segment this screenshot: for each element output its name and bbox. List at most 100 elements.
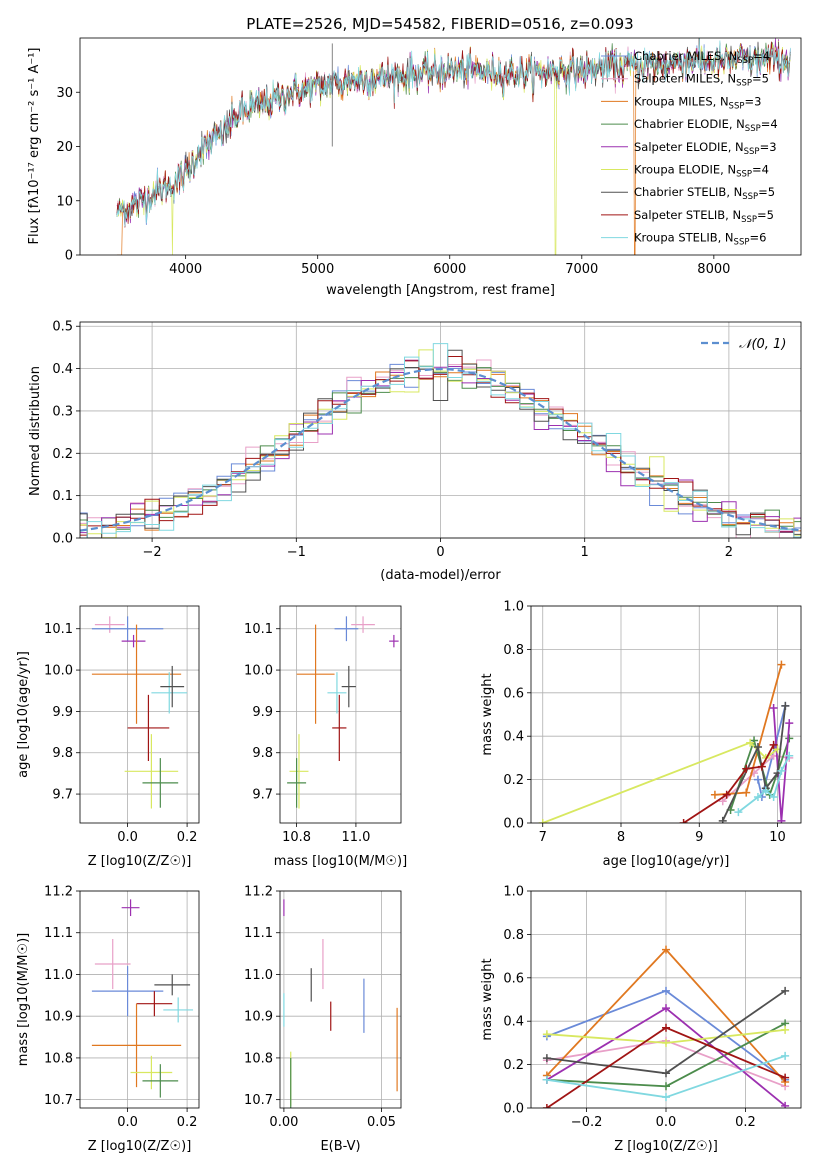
spectrum-panel: 4000 5000 6000 7000 8000 0 10 20 30 wavelength [A…	[27, 37, 802, 298]
weight-vs-age-marker	[785, 719, 794, 728]
mass-vs-z-ytick-label: 11.0	[44, 968, 73, 983]
weight-vs-z-xtick-label: 0.2	[735, 1115, 756, 1130]
residuals-ytick-label: 0.1	[52, 489, 73, 504]
age-vs-z-ylabel: age [log10(age/yr)]	[16, 651, 31, 778]
weight-vs-age-marker	[757, 762, 766, 771]
weight-vs-age-marker	[538, 819, 547, 823]
mass-vs-z-xlabel: Z [log10(Z/Z☉)]	[88, 1139, 192, 1154]
spectrum-ytick-label: 30	[56, 86, 73, 101]
residuals-xlabel: (data-model)/error	[380, 568, 501, 583]
age-vs-mass-ytick-label: 9.7	[252, 788, 273, 803]
mass-vs-z-ytick-label: 11.1	[44, 926, 73, 941]
residuals-ytick-label: 0.0	[52, 532, 73, 547]
mass-vs-ebv-xlabel: E(B-V)	[320, 1139, 360, 1154]
weight-vs-z-marker	[542, 1104, 551, 1108]
weight-vs-age-panel: 7 8 9 10 0.0 0.2 0.4 0.6 0.8 1.0 age [log10(age/yr…	[480, 600, 802, 869]
weight-vs-z-frame	[530, 890, 802, 1109]
age-vs-z-ytick-label: 9.8	[52, 746, 73, 761]
spectrum-xtick-label: 8000	[697, 262, 730, 277]
weight-vs-age-marker	[769, 792, 778, 801]
mass-vs-ebv-ytick-label: 11.0	[244, 968, 273, 983]
legend-label: Salpeter STELIB, NSSP=5	[634, 208, 774, 225]
weight-vs-z-marker	[662, 1038, 670, 1047]
age-vs-z-ytick-label: 9.9	[52, 705, 73, 720]
legend-label: Kroupa STELIB, NSSP=6	[634, 231, 766, 248]
weight-vs-age-marker	[785, 734, 794, 743]
legend-label: 𝒩(0, 1)	[739, 337, 786, 352]
residuals-ytick-label: 0.5	[52, 320, 73, 335]
weight-vs-age-marker	[753, 775, 762, 784]
age-vs-z-ytick-label: 10.1	[44, 622, 73, 637]
residuals-plot-area	[80, 343, 801, 538]
age-vs-mass-panel: 10.8 11.0 9.7 9.8 9.9 10.0 10.1 mass [log10(M/M…	[244, 605, 407, 869]
mass-vs-z-ytick-label: 10.8	[44, 1051, 73, 1066]
spectrum-ytick-label: 20	[56, 140, 73, 155]
weight-vs-z-marker	[662, 1069, 670, 1078]
weight-vs-z-xtick-label: −0.2	[571, 1115, 603, 1130]
legend-label: Kroupa MILES, NSSP=3	[634, 94, 761, 111]
weight-vs-z-marker	[662, 1082, 670, 1091]
weight-vs-age-plot-area	[538, 660, 794, 823]
residuals-ytick-label: 0.4	[52, 362, 73, 377]
spectrum-xtick-label: 5000	[301, 262, 334, 277]
weight-vs-z-marker	[781, 986, 790, 995]
mass-vs-z-ytick-label: 10.9	[44, 1010, 73, 1025]
residuals-ytick-label: 0.2	[52, 447, 73, 462]
weight-vs-age-marker	[761, 786, 770, 795]
mass-vs-ebv-ytick-label: 10.9	[244, 1010, 273, 1025]
residuals-xtick-label: −1	[287, 545, 306, 560]
mass-vs-z-plot-area	[91, 899, 194, 1098]
weight-vs-age-marker	[742, 764, 751, 773]
age-vs-z-ytick-label: 10.0	[44, 664, 73, 679]
legend-label: Chabrier STELIB, NSSP=5	[634, 185, 775, 202]
normal-curve	[80, 367, 801, 532]
age-vs-z-plot-area	[91, 616, 188, 809]
weight-vs-z-marker	[662, 986, 670, 995]
weight-vs-age-marker	[753, 792, 762, 801]
age-vs-mass-frame	[279, 605, 402, 824]
weight-vs-age-ytick-label: 0.6	[503, 686, 524, 701]
weight-vs-z-marker	[542, 1054, 551, 1063]
mass-vs-z-xtick-label: 0.0	[117, 1115, 138, 1130]
weight-vs-z-marker	[781, 1073, 790, 1082]
weight-vs-z-ytick-label: 0.8	[503, 928, 524, 943]
weight-vs-z-marker	[781, 1101, 790, 1108]
weight-vs-age-marker	[710, 790, 719, 799]
weight-vs-age-marker	[734, 808, 743, 817]
legend-label: Chabrier MILES, NSSP=4	[634, 49, 770, 66]
weight-vs-age-marker	[785, 751, 794, 760]
weight-vs-age-frame	[530, 605, 802, 824]
mass-vs-ebv-panel: 0.00 0.05 10.7 10.8 10.9 11.0 11.1 11.2 E(B-V)	[244, 885, 402, 1154]
mass-vs-ebv-xtick-label: 0.05	[367, 1115, 396, 1130]
weight-vs-age-marker	[742, 788, 751, 797]
weight-vs-age-xtick-label: 8	[617, 830, 625, 845]
mass-vs-z-panel: 0.0 0.2 10.7 10.8 10.9 11.0 11.1 11.2 Z [log10(Z…	[16, 885, 200, 1154]
spectrum-xtick-label: 6000	[433, 262, 466, 277]
weight-vs-z-ytick-label: 0.4	[503, 1015, 524, 1030]
weight-vs-z-ytick-label: 1.0	[503, 885, 524, 900]
mass-vs-ebv-xtick-label: 0.00	[269, 1115, 298, 1130]
age-vs-z-panel: 0.0 0.2 9.7 9.8 9.9 10.0 10.1 Z [log10(Z/Z☉)] ag…	[16, 605, 200, 869]
weight-vs-z-plot-area	[542, 945, 790, 1108]
residuals-xtick-label: 0	[436, 545, 444, 560]
weight-vs-z-ylabel: mass weight	[480, 958, 495, 1040]
weight-vs-age-ytick-label: 0.2	[503, 773, 524, 788]
mass-vs-z-ytick-label: 11.2	[44, 885, 73, 900]
mass-vs-ebv-ytick-label: 10.7	[244, 1093, 273, 1108]
weight-vs-z-marker	[662, 945, 670, 954]
mass-vs-ebv-ytick-label: 11.1	[244, 926, 273, 941]
weight-vs-z-ytick-label: 0.2	[503, 1058, 524, 1073]
age-vs-mass-ytick-label: 10.0	[244, 664, 273, 679]
weight-vs-age-ylabel: mass weight	[480, 673, 495, 755]
weight-vs-age-ytick-label: 0.8	[503, 643, 524, 658]
spectrum-ytick-label: 0	[65, 249, 73, 264]
mass-vs-ebv-ytick-label: 11.2	[244, 885, 273, 900]
mass-vs-z-xtick-label: 0.2	[177, 1115, 198, 1130]
age-vs-z-xlabel: Z [log10(Z/Z☉)]	[88, 854, 192, 869]
spectrum-xtick-label: 7000	[565, 262, 598, 277]
weight-vs-age-xlabel: age [log10(age/yr)]	[603, 854, 730, 869]
weight-vs-z-xlabel: Z [log10(Z/Z☉)]	[614, 1139, 718, 1154]
residuals-histogram	[80, 349, 801, 538]
age-vs-mass-ytick-label: 9.9	[252, 705, 273, 720]
age-vs-mass-ytick-label: 10.1	[244, 622, 273, 637]
